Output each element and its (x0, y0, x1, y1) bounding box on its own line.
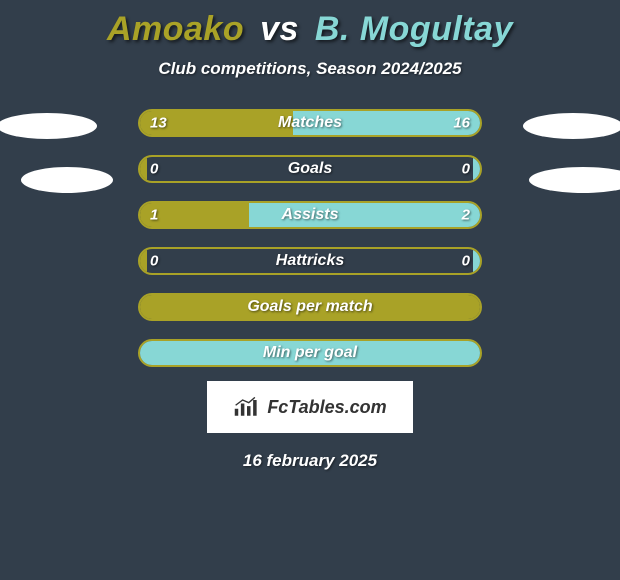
bar-value-left: 0 (150, 253, 158, 270)
bar-label: Matches (278, 114, 342, 132)
vs-text: vs (260, 10, 299, 48)
bars-column: Matches1316Goals00Assists12Hattricks00Go… (138, 109, 482, 367)
bar-segment-right (473, 249, 480, 273)
bar-segment-left (140, 157, 147, 181)
stat-bar: Matches 13 16 (138, 109, 482, 137)
subtitle: Club competitions, Season 2024/2025 (158, 59, 461, 79)
branding-text: FcTables.com (267, 397, 386, 418)
bar-label: Goals (288, 160, 332, 178)
chart-icon (233, 396, 261, 418)
bar-value-right: 0 (462, 253, 470, 270)
club-logo-placeholder (0, 113, 97, 139)
player2-name: B. Mogultay (315, 10, 513, 48)
club-logo-placeholder (523, 113, 620, 139)
bar-label: Assists (282, 206, 339, 224)
bar-value-left: 1 (150, 207, 158, 224)
bar-value-left: 13 (150, 115, 167, 132)
stat-bar: Goals per match (138, 293, 482, 321)
left-logo-column (12, 109, 122, 193)
footer-date: 16 february 2025 (243, 451, 377, 471)
title: Amoako vs B. Mogultay (107, 10, 513, 49)
chart-area: Matches1316Goals00Assists12Hattricks00Go… (0, 109, 620, 367)
club-logo-placeholder (529, 167, 620, 193)
bar-value-right: 2 (462, 207, 470, 224)
stat-bar: Hattricks 0 0 (138, 247, 482, 275)
bar-label: Hattricks (276, 252, 344, 270)
bar-value-right: 16 (453, 115, 470, 132)
bar-segment-right (473, 157, 480, 181)
bar-value-left: 0 (150, 161, 158, 178)
stat-bar: Goals 0 0 (138, 155, 482, 183)
bar-value-right: 0 (462, 161, 470, 178)
bar-label: Goals per match (247, 298, 372, 316)
stat-bar: Assists 1 2 (138, 201, 482, 229)
right-logo-column (498, 109, 608, 193)
bar-segment-left (140, 249, 147, 273)
club-logo-placeholder (21, 167, 113, 193)
branding-badge: FcTables.com (207, 381, 413, 433)
comparison-widget: Amoako vs B. Mogultay Club competitions,… (0, 0, 620, 471)
stat-bar: Min per goal (138, 339, 482, 367)
player1-name: Amoako (107, 10, 244, 48)
bar-label: Min per goal (263, 344, 357, 362)
